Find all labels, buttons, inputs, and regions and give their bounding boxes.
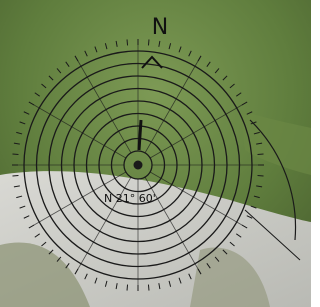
dial-tick	[12, 175, 18, 176]
dial-tick	[258, 154, 264, 155]
dial-tick	[127, 39, 128, 45]
dial-tick	[258, 175, 264, 176]
bearing-label: N 21° 60'	[104, 192, 156, 205]
needle	[139, 120, 141, 150]
north-label: N	[152, 15, 168, 40]
dial-tick	[127, 285, 128, 291]
page: N N 21° 60' (() => { const data = JSON.p…	[0, 0, 311, 307]
dial-tick	[12, 154, 18, 155]
dial-tick	[148, 39, 149, 45]
compass-photo: N N 21° 60'	[0, 0, 311, 307]
dial-center	[134, 161, 142, 169]
dial-tick	[148, 285, 149, 291]
